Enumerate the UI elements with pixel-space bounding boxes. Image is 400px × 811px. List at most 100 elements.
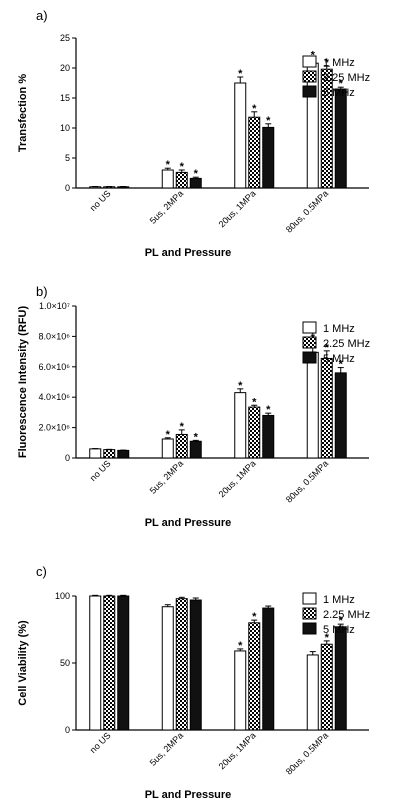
- y-tick-label: 0: [65, 453, 70, 463]
- bar-1: [306, 351, 319, 459]
- significance-star: *: [194, 431, 199, 443]
- panel-label: b): [36, 284, 48, 299]
- significance-star: *: [266, 404, 271, 416]
- bar-1: [234, 650, 247, 731]
- x-tick-label: 20us, 1MPa: [217, 188, 258, 229]
- significance-star: *: [311, 49, 316, 61]
- x-axis-title: PL and Pressure: [145, 247, 232, 259]
- x-tick-label: 80us, 0.5MPa: [284, 188, 330, 234]
- significance-star: *: [252, 103, 257, 115]
- significance-star: *: [194, 168, 199, 180]
- x-tick-label: 20us, 1MPa: [217, 458, 258, 499]
- legend-swatch-3: [302, 622, 317, 635]
- legend-label: 1 MHz: [323, 57, 355, 69]
- bar-2: [320, 643, 333, 731]
- panel-label: a): [36, 8, 48, 23]
- bar-1: [306, 654, 319, 731]
- y-tick-label: 4.0×10⁶: [39, 392, 71, 402]
- bar-2: [320, 357, 333, 459]
- legend-swatch-1: [302, 321, 317, 334]
- legend-label: 1 MHz: [323, 594, 355, 606]
- bar-1: [161, 438, 174, 459]
- y-tick-label: 15: [60, 93, 70, 103]
- bar-3: [117, 595, 130, 731]
- x-tick-label: no US: [88, 188, 113, 213]
- y-tick-label: 25: [60, 33, 70, 43]
- significance-star: *: [339, 359, 344, 371]
- significance-star: *: [325, 57, 330, 69]
- legend-label: 2.25 MHz: [323, 609, 370, 621]
- bar-1: [161, 169, 174, 189]
- bar-3: [334, 88, 347, 189]
- x-axis-title: PL and Pressure: [145, 517, 232, 529]
- x-tick-label: no US: [88, 730, 113, 755]
- significance-star: *: [339, 615, 344, 627]
- y-tick-label: 0: [65, 183, 70, 193]
- significance-star: *: [325, 342, 330, 354]
- x-axis-title: PL and Pressure: [145, 789, 232, 801]
- bar-1: [234, 82, 247, 189]
- bar-3: [334, 626, 347, 731]
- legend-label: 2.25 MHz: [323, 338, 370, 350]
- y-tick-label: 20: [60, 63, 70, 73]
- y-tick-label: 2.0×10⁶: [39, 423, 71, 433]
- bar-1: [89, 595, 102, 731]
- bar-2: [175, 598, 188, 731]
- y-tick-label: 0: [65, 725, 70, 735]
- legend-label: 1 MHz: [323, 323, 355, 335]
- bar-2: [175, 433, 188, 459]
- y-tick-label: 8.0×10⁶: [39, 331, 71, 341]
- y-axis-title: Cell Viability (%): [17, 620, 29, 706]
- x-tick-label: 20us, 1MPa: [217, 730, 258, 771]
- legend-label: 2.25 MHz: [323, 72, 370, 84]
- y-tick-label: 1.0×10⁷: [39, 301, 70, 311]
- bar-2: [175, 171, 188, 189]
- y-tick-label: 10: [60, 123, 70, 133]
- y-tick-label: 6.0×10⁶: [39, 362, 71, 372]
- x-tick-label: 5us, 2MPa: [148, 188, 185, 225]
- significance-star: *: [238, 380, 243, 392]
- bar-3: [334, 372, 347, 459]
- bar-3: [262, 414, 275, 459]
- legend-label: 5 MHz: [323, 87, 355, 99]
- legend-label: 5 MHz: [323, 353, 355, 365]
- bar-2: [103, 595, 116, 731]
- significance-star: *: [266, 115, 271, 127]
- legend-swatch-1: [302, 55, 317, 68]
- legend-label: 5 MHz: [323, 624, 355, 636]
- x-tick-label: 5us, 2MPa: [148, 458, 185, 495]
- y-axis-title: Transfection %: [17, 74, 29, 152]
- chart-panel-2: b) 0 2.0×10⁶ 4.0×10⁶ 6.0×10⁶ 8.0×10⁶ 1.0×10⁷ no…: [17, 284, 370, 529]
- significance-star: *: [180, 421, 185, 433]
- bar-3: [262, 607, 275, 731]
- legend-swatch-3: [302, 351, 317, 364]
- bar-1: [234, 392, 247, 459]
- significance-star: *: [252, 611, 257, 623]
- bar-1: [161, 606, 174, 731]
- significance-star: *: [238, 640, 243, 652]
- bar-3: [117, 449, 130, 459]
- legend-swatch-3: [302, 85, 317, 98]
- significance-star: *: [339, 78, 344, 90]
- bar-2: [248, 622, 261, 731]
- bar-3: [189, 440, 202, 459]
- legend-swatch-2: [302, 70, 317, 83]
- legend-swatch-2: [302, 336, 317, 349]
- bar-3: [262, 126, 275, 189]
- x-tick-label: no US: [88, 458, 113, 483]
- legend-swatch-1: [302, 592, 317, 605]
- x-tick-label: 5us, 2MPa: [148, 730, 185, 767]
- chart-panel-1: a) 0 5 10 15 20 25 no US * * * 5us, 2MPa * * * 20us, 1M…: [17, 8, 370, 259]
- x-tick-label: 80us, 0.5MPa: [284, 730, 330, 776]
- significance-star: *: [166, 429, 171, 441]
- bar-2: [248, 406, 261, 459]
- bar-2: [103, 449, 116, 459]
- bar-2: [248, 116, 261, 189]
- significance-star: *: [252, 396, 257, 408]
- significance-star: *: [166, 159, 171, 171]
- bar-1: [89, 448, 102, 459]
- chart-panel-3: c) 0 50 100 no US 5us, 2MPa * * 20us, 1MPa * * 80us…: [17, 564, 370, 801]
- y-tick-label: 100: [55, 591, 70, 601]
- legend-swatch-2: [302, 607, 317, 620]
